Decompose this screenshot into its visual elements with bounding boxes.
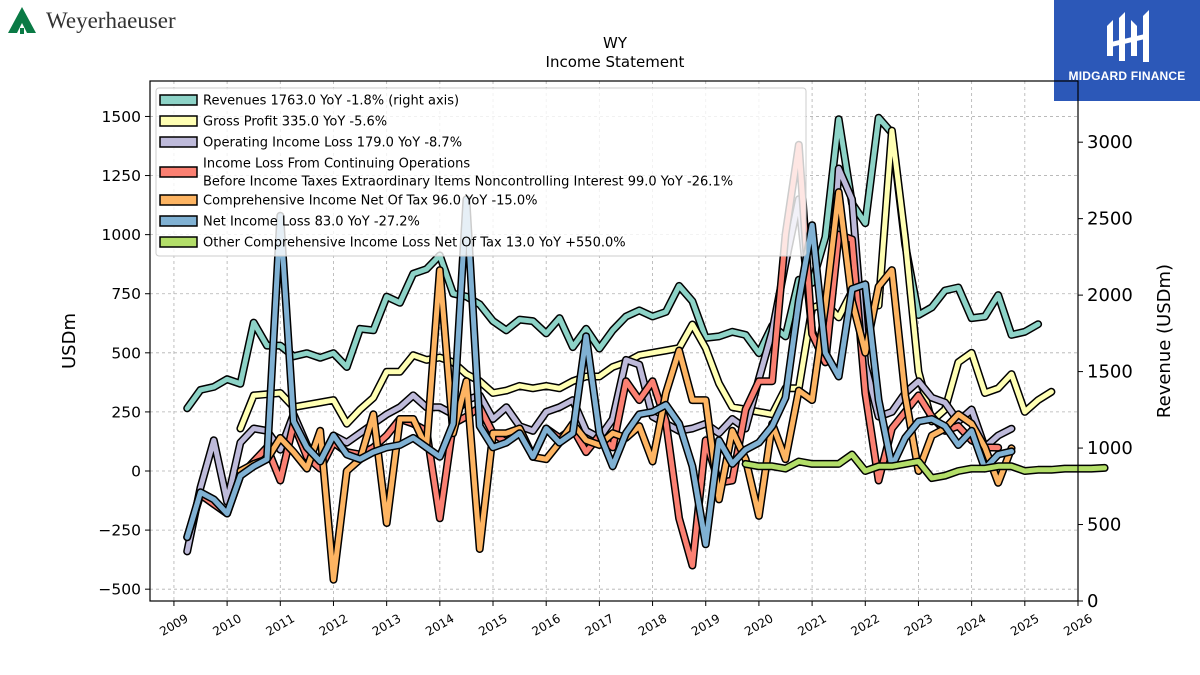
series-line [743, 452, 1108, 481]
x-tick-label: 2012 [317, 611, 350, 638]
legend-label: Other Comprehensive Income Loss Net Of T… [203, 236, 626, 251]
midgard-finance-wordmark: MIDGARD FINANCE [1068, 69, 1186, 83]
legend-label: Income Loss From Continuing Operations [203, 157, 470, 172]
y-tick-label-right: 3000 [1087, 132, 1133, 153]
x-tick-label: 2011 [264, 611, 297, 638]
weyerhaeuser-wordmark: Weyerhaeuser [46, 8, 176, 33]
y-tick-label-right: 500 [1087, 515, 1121, 536]
legend-label: Comprehensive Income Net Of Tax 96.0 YoY… [203, 194, 537, 209]
legend-box [155, 87, 807, 257]
legend-label-line2: Before Income Taxes Extraordinary Items … [203, 175, 733, 190]
y-tick-label-left: 500 [111, 344, 141, 362]
legend-label: Revenues 1763.0 YoY -1.8% (right axis) [203, 94, 459, 109]
x-tick-label: 2015 [476, 611, 509, 638]
chart-title: WY [603, 34, 628, 52]
y-axis-label-left: USDm [59, 313, 80, 369]
x-tick-label: 2021 [795, 611, 828, 638]
x-tick-label: 2019 [689, 611, 722, 638]
legend-swatch [159, 194, 198, 206]
y-tick-label-right: 2000 [1087, 285, 1133, 306]
legend-label: Net Income Loss 83.0 YoY -27.2% [203, 215, 420, 230]
series-line [184, 196, 1014, 547]
x-tick-label: 2009 [157, 611, 190, 638]
y-tick-label-left: 1500 [102, 108, 141, 126]
y-tick-label-left: 1250 [102, 167, 141, 185]
x-tick-label: 2022 [849, 611, 882, 638]
legend-swatch [159, 236, 198, 248]
legend-swatch [159, 136, 198, 148]
x-tick-label: 2023 [902, 611, 935, 638]
x-tick-label: 2017 [583, 611, 616, 638]
chart-legend: Revenues 1763.0 YoY -1.8% (right axis) Gr… [155, 87, 807, 257]
x-tick-label: 2013 [370, 611, 403, 638]
x-tick-label: 2016 [529, 611, 562, 638]
y-tick-label-left: 1000 [102, 226, 141, 244]
x-tick-label: 2025 [1008, 611, 1041, 638]
y-tick-label-left: 250 [111, 403, 141, 421]
x-tick-label: 2018 [636, 611, 669, 638]
x-tick-label: 2024 [955, 611, 988, 638]
y-tick-label-left: 0 [131, 463, 141, 481]
axes: 2009 2010 2011 2012 2013 2014 2015 2016 2017 2018… [98, 108, 1132, 639]
weyerhaeuser-tree-icon [8, 7, 36, 34]
y-tick-label-right: 2500 [1087, 209, 1133, 230]
legend-swatch [159, 115, 198, 127]
y-tick-label-left: −250 [98, 522, 141, 540]
series-lines [183, 113, 1109, 584]
x-tick-label: 2020 [742, 611, 775, 638]
y-tick-label-right: 1500 [1087, 362, 1133, 383]
series-gross-profit [236, 126, 1056, 433]
midgard-m-icon [1107, 10, 1149, 62]
x-tick-label: 2010 [210, 611, 243, 638]
y-tick-label-left: −500 [98, 581, 141, 599]
legend-label: Gross Profit 335.0 YoY -5.6% [203, 115, 387, 130]
legend-swatch [159, 215, 198, 227]
legend-label: Operating Income Loss 179.0 YoY -8.7% [203, 136, 462, 151]
series-net-income-loss [183, 195, 1016, 549]
legend-swatch [159, 166, 198, 178]
weyerhaeuser-logo: Weyerhaeuser [6, 6, 176, 36]
x-tick-label: 2014 [423, 611, 456, 638]
plot-frame [149, 80, 1079, 602]
y-tick-label-right: 1000 [1087, 438, 1133, 459]
series-other-comprehensive-income-loss-net-of-tax [741, 450, 1109, 483]
y-tick-label-right: 0 [1087, 591, 1098, 612]
x-tick-label: 2026 [1061, 611, 1094, 638]
y-tick-label-left: 750 [111, 285, 141, 303]
chart-subtitle: Income Statement [546, 53, 685, 71]
legend-swatch [159, 94, 198, 106]
series-line [237, 128, 1054, 431]
y-axis-label-right: Revenue (USDm) [1154, 264, 1175, 418]
